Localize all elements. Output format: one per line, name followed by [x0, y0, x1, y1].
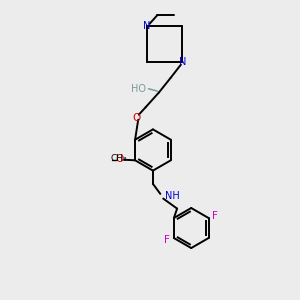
Text: O: O: [133, 112, 141, 123]
Text: F: F: [164, 236, 170, 245]
Text: N: N: [179, 57, 186, 67]
Text: O: O: [116, 154, 124, 164]
Text: CH₃: CH₃: [110, 154, 127, 163]
Text: N: N: [143, 21, 151, 31]
Text: NH: NH: [165, 191, 179, 201]
Text: HO: HO: [131, 84, 146, 94]
Text: F: F: [212, 211, 218, 221]
